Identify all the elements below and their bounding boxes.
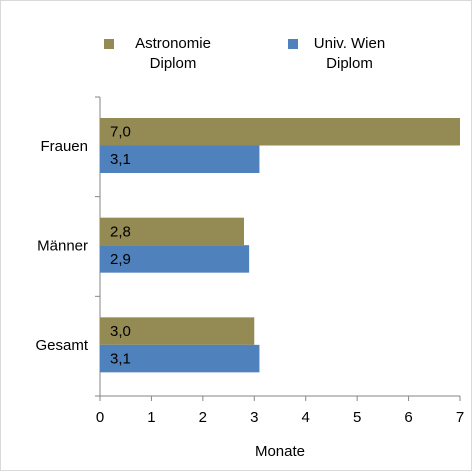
value-label: 2,9 <box>110 251 131 268</box>
bar <box>100 317 255 345</box>
x-tick-label: 0 <box>96 409 104 426</box>
y-tick-label: Frauen <box>40 138 88 155</box>
x-tick-label: 3 <box>250 409 258 426</box>
value-label: 3,1 <box>110 351 131 368</box>
y-tick-label: Männer <box>37 237 88 254</box>
value-label: 2,8 <box>110 223 131 240</box>
y-tick-label: Gesamt <box>35 337 88 354</box>
value-label: 3,1 <box>110 151 131 168</box>
bar <box>100 217 244 246</box>
x-tick-label: 4 <box>302 409 310 426</box>
x-axis-title: Monate <box>255 443 305 460</box>
x-tick-label: 7 <box>456 409 464 426</box>
bar <box>100 145 260 173</box>
bar <box>100 245 250 273</box>
value-label: 3,0 <box>110 323 131 340</box>
x-tick-label: 5 <box>353 409 361 426</box>
legend-swatch <box>104 39 114 49</box>
legend-label: Astronomie Diplom <box>135 35 211 72</box>
bar <box>100 344 260 373</box>
x-tick-label: 2 <box>199 409 207 426</box>
x-tick-label: 1 <box>147 409 155 426</box>
legend-label: Univ. Wien Diplom <box>313 35 386 72</box>
bar <box>100 118 460 146</box>
x-tick-label: 6 <box>404 409 412 426</box>
value-label: 7,0 <box>110 124 131 141</box>
legend-swatch <box>288 39 298 49</box>
